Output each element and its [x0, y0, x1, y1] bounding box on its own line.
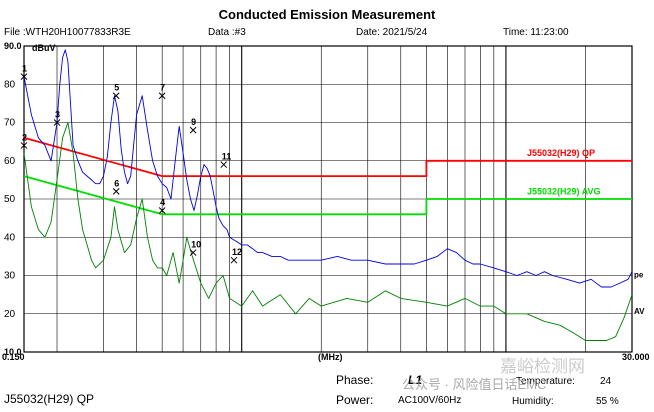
axis-labels: 90.0 80 70 60 50 40 30 20 10.0 dBuV (MHz) 0.150 30.0… [2, 41, 650, 362]
data-label: Data :#3 [208, 27, 246, 38]
avg-trace [23, 122, 633, 341]
marker-10: 10 [189, 240, 201, 256]
peak-trace-annotation: pe [634, 270, 644, 279]
marker-7: 7 [158, 83, 166, 100]
temperature-label: Temperature: [516, 376, 575, 387]
marker-cross [220, 161, 228, 168]
y-tick-label: 80 [4, 79, 16, 90]
humidity-value: 55 % [596, 396, 619, 407]
avg-limit-annotation: J55032(H29) AVG [527, 186, 601, 196]
humidity-label: Humidity: [512, 396, 554, 407]
power-label: Power: [336, 393, 374, 407]
marker-cross [189, 249, 197, 256]
marker-11: 11 [220, 152, 232, 168]
x-tick-label-last: 30.000 [622, 352, 650, 362]
y-tick-label: 90.0 [4, 41, 22, 51]
wechat-watermark: 公众号 · 风险值日话EMC [402, 377, 547, 392]
marker-cross [20, 142, 28, 149]
marker-cross [112, 92, 120, 100]
marker-cross [112, 187, 120, 195]
marker-label: 1 [22, 64, 27, 74]
marker-label: 12 [232, 247, 242, 257]
marker-1: 1 [20, 64, 28, 80]
y-tick-label: 30 [4, 271, 16, 282]
marker-label: 4 [160, 197, 165, 207]
x-axis-unit: (MHz) [318, 352, 343, 362]
marker-label: 6 [114, 178, 119, 188]
y-tick-label: 40 [4, 232, 16, 243]
marker-12: 12 [230, 247, 242, 264]
y-tick-label: 70 [4, 118, 16, 129]
marker-label: 9 [191, 117, 196, 127]
marker-label: 10 [191, 240, 201, 250]
qp-limit-annotation: J55032(H29) QP [527, 148, 595, 158]
time-label: Time: 11:23:00 [503, 27, 569, 38]
marker-cross [158, 207, 166, 214]
marker-label: 3 [55, 110, 60, 120]
date-label: Date: 2021/5/24 [356, 27, 428, 38]
y-tick-label: 50 [4, 194, 16, 205]
temperature-value: 24 [600, 376, 612, 387]
qp-limit-line [23, 136, 632, 178]
marker-5: 5 [112, 83, 120, 100]
marker-cross [230, 256, 238, 264]
power-value: AC100V/60Hz [398, 395, 462, 406]
chart-title: Conducted Emission Measurement [218, 7, 436, 22]
marker-6: 6 [112, 178, 120, 195]
limit-lines [23, 136, 632, 216]
y-tick-label: 20 [4, 309, 16, 320]
avg-limit-line [23, 175, 632, 216]
y-tick-label: 10.0 [4, 347, 22, 357]
marker-label: 11 [222, 152, 232, 162]
marker-label: 7 [160, 83, 165, 93]
peak-trace [23, 49, 633, 288]
marker-label: 5 [114, 83, 119, 93]
marker-cross [53, 119, 61, 126]
marker-3: 3 [53, 110, 61, 126]
marker-cross [20, 73, 28, 80]
measurement-traces [23, 49, 633, 341]
phase-value: L1 [408, 373, 423, 387]
y-axis-unit: dBuV [32, 43, 56, 53]
marker-9: 9 [189, 117, 197, 134]
x-tick-label-first: 0.150 [2, 352, 25, 362]
marker-cross [158, 92, 166, 100]
marker-4: 4 [158, 197, 166, 214]
avg-trace-annotation: AV [634, 307, 645, 316]
marker-cross [189, 126, 197, 134]
phase-label: Phase: [336, 373, 374, 387]
marker-2: 2 [20, 132, 28, 149]
brand-watermark: 嘉峪检测网 [500, 357, 585, 376]
y-tick-label: 60 [4, 156, 16, 167]
limit-name: J55032(H29) QP [4, 392, 95, 406]
file-label: File :WTH20H10077833R3E [4, 27, 131, 38]
marker-label: 2 [22, 132, 27, 142]
